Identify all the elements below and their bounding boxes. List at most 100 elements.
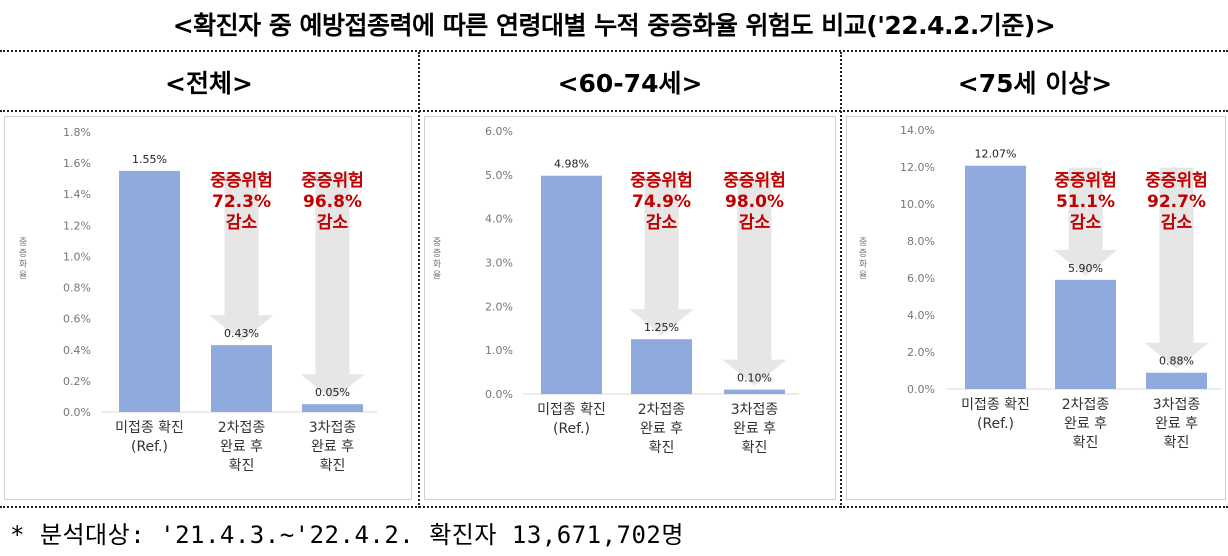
y-tick-label: 1.2% (63, 219, 91, 232)
reduction-annotation: 감소 (646, 213, 678, 233)
data-label: 0.05% (315, 386, 350, 399)
reduction-annotation: 72.3% (212, 192, 271, 212)
reduction-arrow (209, 172, 274, 342)
category-label: 2차접종 (218, 420, 266, 436)
category-label: 완료 후 (1064, 416, 1107, 432)
y-tick-label: 8.0% (907, 235, 935, 248)
y-tick-label: 0.6% (63, 313, 91, 326)
data-label: 1.25% (644, 321, 679, 334)
y-tick-label: 0.8% (63, 282, 91, 295)
category-label: 확진 (229, 458, 255, 474)
header-divider (0, 110, 1228, 112)
y-tick-label: 1.0% (63, 250, 91, 263)
chart-60-74: 6.0% 5.0% 4.0% 3.0% 2.0% 1.0% 0.0% 중 증 화 율 4.98% 1.2… (433, 125, 799, 456)
y-tick-label: 4.0% (485, 213, 513, 226)
reduction-annotation: 중증위험 (1054, 170, 1117, 191)
category-label: 확진 (1073, 435, 1099, 451)
y-tick-label: 6.0% (907, 272, 935, 285)
panel-title-75-plus: <75세 이상> (957, 69, 1113, 98)
data-label: 0.10% (737, 372, 772, 385)
bar (119, 170, 180, 412)
data-label: 1.55% (132, 153, 167, 166)
reduction-annotation: 중증위험 (1145, 170, 1208, 191)
reduction-annotation: 감소 (739, 213, 771, 233)
y-tick-label: 1.6% (63, 157, 91, 170)
category-label: 완료 후 (220, 439, 263, 455)
bar (1055, 279, 1116, 389)
y-tick-label: 0.4% (63, 344, 91, 357)
category-label: 2차접종 (638, 402, 686, 418)
reduction-annotation: 중증위험 (210, 170, 273, 191)
category-label: 확진 (742, 440, 768, 456)
y-tick-label: 2.0% (485, 300, 513, 313)
chart-total-frame: 1.8% 1.6% 1.4% 1.2% 1.0% 0.8% 0.6% 0.4% 0.2% 0.0%… (4, 116, 412, 500)
reduction-arrow (1053, 167, 1118, 276)
category-label: (Ref.) (977, 416, 1014, 432)
data-label: 0.43% (224, 327, 259, 340)
reduction-arrow (1144, 167, 1209, 369)
reduction-annotation: 51.1% (1056, 192, 1115, 212)
reduction-arrow (722, 177, 787, 386)
bar (724, 389, 785, 394)
data-label: 12.07% (975, 148, 1017, 161)
main-title: <확진자 중 예방접종력에 따른 연령대별 누적 중증화율 위험도 비교('22… (172, 11, 1056, 40)
bar (1146, 372, 1207, 389)
y-tick-label: 0.0% (907, 383, 935, 396)
y-tick-label: 10.0% (900, 198, 935, 211)
reduction-annotation: 감소 (1161, 213, 1193, 233)
category-label: 미접종 확진 (961, 397, 1030, 413)
category-label: 확진 (320, 458, 346, 474)
category-label: (Ref.) (553, 421, 590, 437)
category-label: 미접종 확진 (115, 420, 184, 436)
bar (631, 339, 692, 394)
category-label: 확진 (649, 440, 675, 456)
reduction-annotation: 중증위험 (723, 170, 786, 191)
chart-60-74-frame: 6.0% 5.0% 4.0% 3.0% 2.0% 1.0% 0.0% 중 증 화 율 4.98% 1.2… (424, 116, 836, 500)
y-tick-label: 6.0% (485, 125, 513, 138)
y-tick-label: 4.0% (907, 309, 935, 322)
footnote: * 분석대상: '21.4.3.~'22.4.2. 확진자 13,671,702… (10, 521, 684, 549)
y-tick-label: 14.0% (900, 124, 935, 137)
panel-title-60-74: <60-74세> (557, 69, 703, 98)
reduction-annotation: 감소 (226, 213, 258, 233)
reduction-annotation: 96.8% (303, 192, 362, 212)
reduction-annotation: 74.9% (632, 192, 691, 212)
reduction-annotation: 98.0% (725, 192, 784, 212)
category-label: 2차접종 (1062, 397, 1110, 413)
y-tick-label: 1.4% (63, 188, 91, 201)
category-label: 완료 후 (311, 439, 354, 455)
y-tick-label: 5.0% (485, 169, 513, 182)
y-tick-label: 0.0% (63, 406, 91, 419)
reduction-annotation: 감소 (1070, 213, 1102, 233)
chart-75-plus-frame: 14.0% 12.0% 10.0% 8.0% 6.0% 4.0% 2.0% 0.0% 중 증 화 율 1… (846, 116, 1226, 500)
reduction-annotation: 92.7% (1147, 192, 1206, 212)
bar (541, 175, 602, 394)
category-label: 완료 후 (1155, 416, 1198, 432)
title-divider (0, 50, 1228, 52)
footer-divider (0, 506, 1228, 508)
reduction-annotation: 감소 (317, 213, 349, 233)
y-tick-label: 12.0% (900, 161, 935, 174)
bar (302, 404, 363, 412)
category-label: (Ref.) (131, 439, 168, 455)
reduction-arrow (300, 172, 365, 401)
panel-title-total: <전체> (165, 69, 253, 98)
y-tick-label: 2.0% (907, 346, 935, 359)
y-tick-label: 0.0% (485, 388, 513, 401)
data-label: 4.98% (554, 158, 589, 171)
reduction-annotation: 중증위험 (630, 170, 693, 191)
data-label: 5.90% (1068, 262, 1103, 275)
reduction-annotation: 중증위험 (301, 170, 364, 191)
category-label: 3차접종 (309, 420, 357, 436)
reduction-arrow (629, 177, 694, 336)
category-label: 3차접종 (731, 402, 779, 418)
category-label: 완료 후 (733, 421, 776, 437)
y-tick-label: 1.8% (63, 126, 91, 139)
panel-divider-1 (418, 52, 420, 508)
panel-divider-2 (840, 52, 842, 508)
bar (211, 345, 272, 412)
bar (965, 165, 1026, 389)
chart-total: 1.8% 1.6% 1.4% 1.2% 1.0% 0.8% 0.6% 0.4% 0.2% 0.0%… (19, 126, 377, 474)
